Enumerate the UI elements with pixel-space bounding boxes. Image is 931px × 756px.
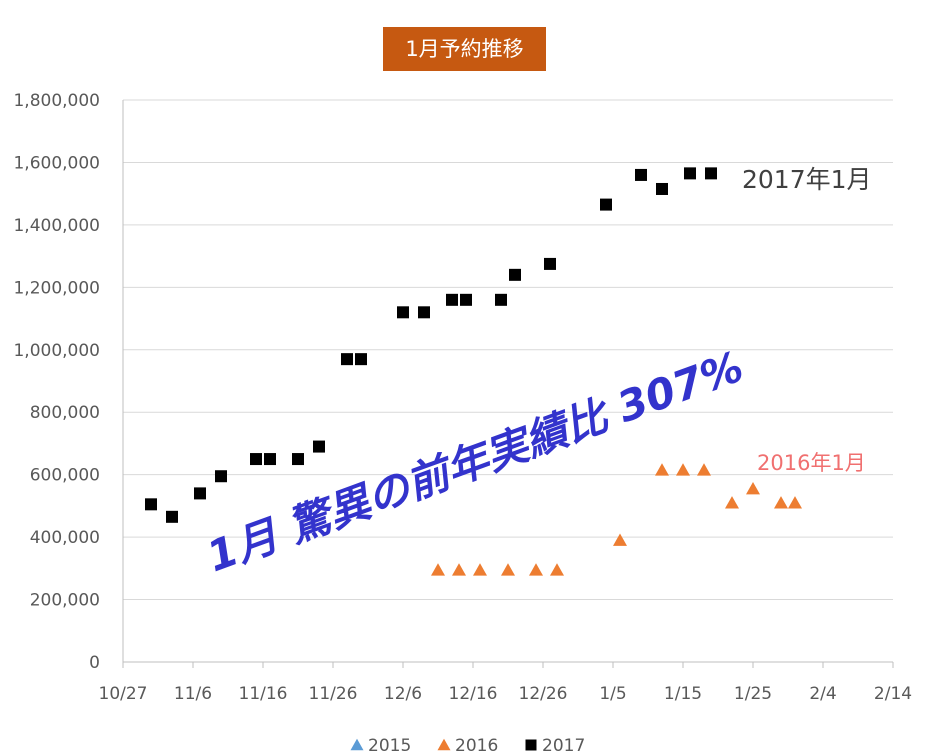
annotation-2016: 2016年1月 [757, 451, 866, 475]
x-tick-label: 12/16 [449, 684, 498, 704]
legend-marker-2017 [525, 739, 537, 751]
point-2017 [194, 487, 206, 500]
y-tick-labels: 0 200,000 400,000 600,000 800,000 1,000,000 1,… [13, 91, 100, 673]
x-tick-label: 11/6 [174, 684, 212, 704]
point-2017 [341, 353, 353, 366]
point-2016 [746, 482, 760, 495]
legend-marker-2016 [437, 738, 451, 751]
point-2016 [473, 563, 487, 576]
y-tick-label: 1,400,000 [13, 216, 100, 236]
x-tick-label: 2/14 [874, 684, 912, 704]
y-tick-label: 1,200,000 [13, 278, 100, 298]
point-2016 [550, 563, 564, 576]
point-2017 [355, 353, 367, 366]
x-tick-labels: 10/27 11/6 11/16 11/26 12/6 12/16 12/26 1/5 1/15… [99, 684, 913, 704]
legend-label-2017: 2017 [542, 736, 585, 756]
point-2016 [452, 563, 466, 576]
point-2017 [264, 453, 276, 466]
y-tick-label: 200,000 [30, 591, 100, 611]
gridlines [123, 99, 893, 601]
x-tick-label: 1/5 [599, 684, 626, 704]
point-2017 [397, 306, 409, 319]
point-2016 [774, 496, 788, 509]
point-2017 [544, 257, 556, 270]
point-2016 [431, 563, 445, 576]
point-2017 [166, 510, 178, 523]
x-tick-label: 11/16 [239, 684, 288, 704]
y-tick-label: 1,600,000 [13, 153, 100, 173]
y-tick-label: 400,000 [30, 528, 100, 548]
x-tick-label: 11/26 [309, 684, 358, 704]
point-2016 [613, 533, 627, 546]
x-tick-label: 10/27 [99, 684, 148, 704]
point-2017 [313, 440, 325, 453]
point-2017 [635, 168, 647, 181]
point-2016 [788, 496, 802, 509]
point-2017 [705, 167, 717, 180]
data-points [145, 167, 802, 576]
legend-label-2015: 2015 [368, 736, 411, 756]
point-2016 [725, 496, 739, 509]
point-2017 [509, 268, 521, 281]
y-tick-label: 1,000,000 [13, 341, 100, 361]
legend-marker-2015 [350, 738, 364, 751]
x-tick-label: 1/15 [664, 684, 702, 704]
point-2017 [600, 198, 612, 211]
legend-label-2016: 2016 [455, 736, 498, 756]
point-2017 [656, 182, 668, 195]
point-2017 [418, 306, 430, 319]
y-tick-label: 800,000 [30, 403, 100, 423]
point-2016 [501, 563, 515, 576]
axes [122, 100, 894, 668]
point-2017 [495, 293, 507, 306]
point-2017 [292, 453, 304, 466]
point-2017 [250, 453, 262, 466]
x-tick-label: 12/26 [519, 684, 568, 704]
x-tick-label: 2/4 [809, 684, 836, 704]
headline-annotation: 1月 驚異の前年実績比 307% [201, 342, 750, 582]
annotation-2017: 2017年1月 [742, 165, 872, 194]
point-2017 [460, 293, 472, 306]
y-tick-label: 600,000 [30, 466, 100, 486]
point-2016 [655, 463, 669, 476]
point-2017 [145, 498, 157, 511]
x-tick-label: 12/6 [384, 684, 422, 704]
legend: 2015 2016 2017 [350, 736, 585, 756]
point-2016 [529, 563, 543, 576]
point-2016 [697, 463, 711, 476]
chart-title: 1月予約推移 [383, 27, 546, 71]
point-2017 [684, 167, 696, 180]
point-2016 [676, 463, 690, 476]
point-2017 [215, 470, 227, 483]
x-tick-label: 1/25 [734, 684, 772, 704]
y-tick-label: 1,800,000 [13, 91, 100, 111]
point-2017 [446, 293, 458, 306]
y-tick-label: 0 [89, 653, 100, 673]
